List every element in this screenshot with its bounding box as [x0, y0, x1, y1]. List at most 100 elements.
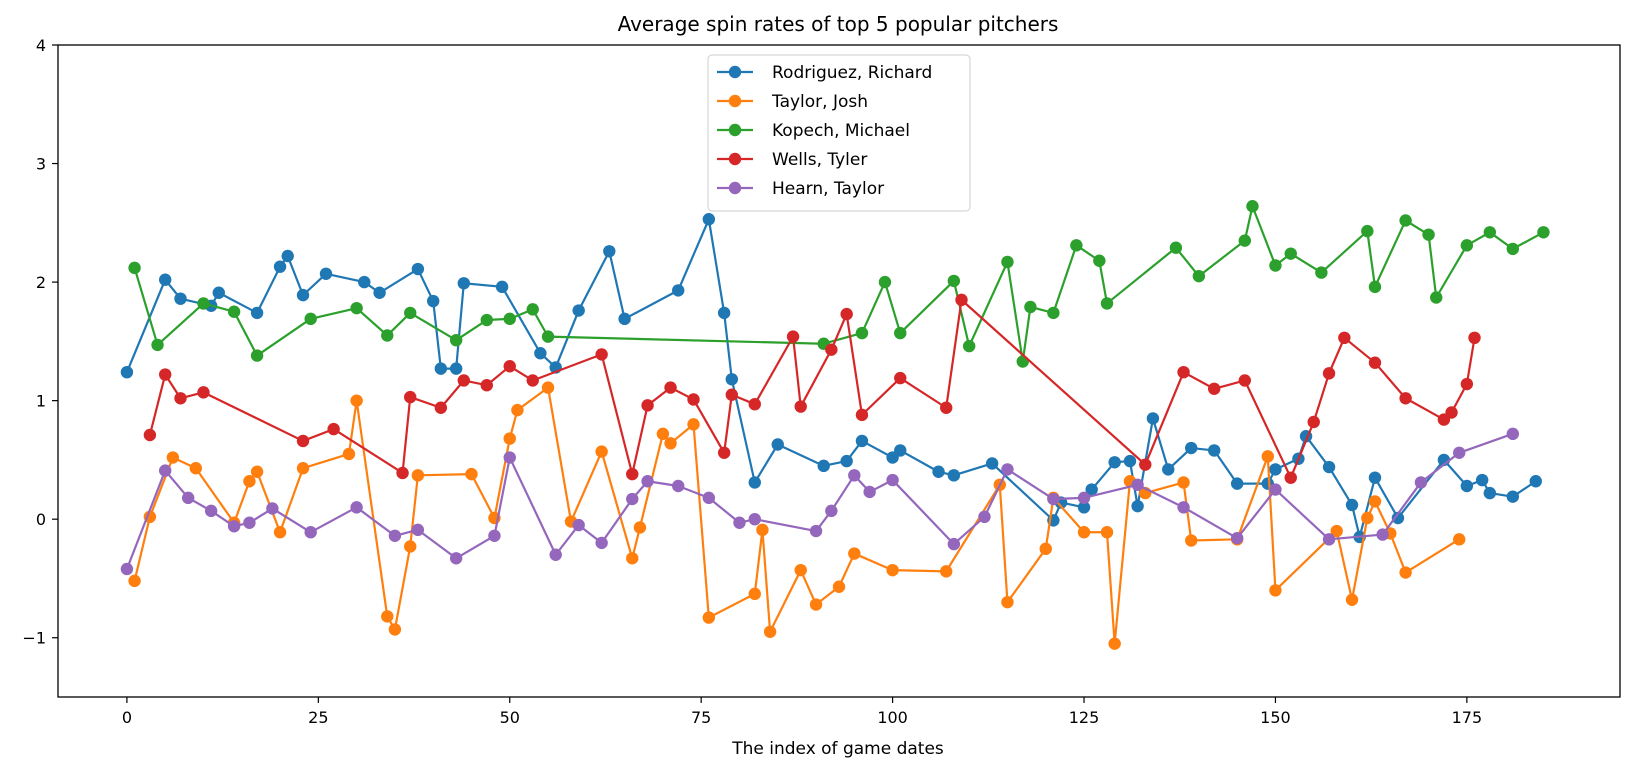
data-point	[748, 397, 761, 411]
data-point	[1322, 533, 1336, 546]
data-point	[480, 379, 493, 392]
data-point	[1238, 374, 1252, 387]
data-point	[350, 301, 363, 315]
data-point	[227, 305, 241, 318]
data-point	[181, 491, 195, 505]
data-point	[204, 504, 218, 518]
data-point	[411, 523, 425, 537]
data-point	[1307, 415, 1320, 429]
data-point	[358, 275, 371, 289]
data-point	[120, 365, 134, 379]
data-point	[748, 587, 761, 601]
data-point	[664, 437, 677, 450]
data-point	[1108, 456, 1121, 469]
data-point	[1460, 239, 1474, 252]
data-point	[404, 540, 417, 553]
data-point	[717, 306, 731, 320]
data-point	[1269, 463, 1282, 476]
data-point	[189, 462, 203, 475]
data-point	[327, 422, 340, 436]
data-point	[618, 312, 631, 326]
data-point	[832, 580, 846, 593]
data-point	[304, 312, 317, 326]
data-point	[603, 245, 616, 258]
data-point	[503, 432, 516, 445]
data-point	[940, 565, 953, 578]
data-point	[978, 510, 991, 524]
data-point	[572, 304, 585, 317]
data-point	[1422, 228, 1435, 241]
data-point	[434, 401, 448, 414]
data-point	[404, 390, 417, 404]
data-point	[1077, 501, 1091, 514]
data-point	[128, 574, 141, 588]
data-point	[404, 306, 417, 320]
data-point	[273, 260, 287, 273]
data-point	[1453, 446, 1466, 459]
legend-marker	[728, 94, 742, 108]
data-point	[465, 467, 478, 481]
data-point	[304, 526, 317, 539]
data-point	[855, 434, 869, 448]
legend-item: Rodriguez, Richard	[717, 63, 932, 83]
data-point	[932, 465, 945, 478]
data-point	[381, 610, 394, 623]
data-point	[1085, 483, 1098, 496]
data-point	[595, 536, 608, 550]
data-point	[488, 529, 501, 542]
data-point	[626, 552, 639, 565]
data-point	[1207, 382, 1221, 395]
x-tick-label: 25	[308, 708, 328, 727]
x-axis-label: The index of game dates	[731, 739, 944, 759]
data-point	[1246, 200, 1259, 213]
data-point	[1039, 542, 1052, 556]
data-point	[1024, 300, 1037, 314]
data-point	[687, 393, 700, 406]
data-point	[426, 294, 440, 308]
data-point	[1001, 595, 1014, 609]
data-point	[1361, 511, 1374, 525]
legend-item: Taylor, Josh	[717, 92, 868, 112]
data-point	[1123, 454, 1137, 468]
legend-label: Rodriguez, Richard	[772, 63, 932, 83]
data-point	[434, 362, 448, 375]
legend-marker	[728, 152, 742, 166]
data-point	[817, 459, 830, 473]
data-point	[296, 434, 310, 448]
data-point	[656, 427, 670, 441]
legend-label: Taylor, Josh	[771, 92, 868, 112]
legend-box	[707, 54, 971, 212]
data-point	[809, 598, 823, 611]
series-4	[120, 427, 1520, 576]
series-line	[125, 432, 1514, 570]
data-point	[1430, 291, 1443, 304]
data-point	[786, 330, 800, 343]
data-point	[1047, 492, 1060, 506]
data-point	[1139, 458, 1152, 471]
y-tick-label: 2	[36, 273, 46, 292]
data-point	[825, 504, 838, 518]
data-point	[794, 563, 807, 577]
series-3	[143, 293, 1481, 484]
legend-item: Kopech, Michael	[717, 121, 910, 141]
data-point	[1001, 255, 1014, 269]
legend-label: Wells, Tyler	[772, 150, 867, 170]
data-point	[541, 330, 555, 343]
data-point	[120, 562, 134, 576]
data-point	[1475, 473, 1489, 487]
data-point	[595, 348, 608, 361]
data-point	[449, 552, 463, 565]
data-point	[1330, 524, 1343, 538]
data-point	[166, 451, 180, 464]
data-point	[411, 262, 425, 276]
data-point	[687, 418, 700, 431]
series-1	[128, 381, 1466, 650]
data-point	[894, 444, 907, 457]
data-point	[457, 277, 471, 290]
data-point	[1146, 412, 1160, 425]
data-point	[863, 485, 876, 499]
data-point	[1269, 259, 1282, 272]
data-point	[748, 512, 761, 526]
x-tick-label: 100	[877, 708, 908, 727]
data-point	[1001, 463, 1014, 476]
